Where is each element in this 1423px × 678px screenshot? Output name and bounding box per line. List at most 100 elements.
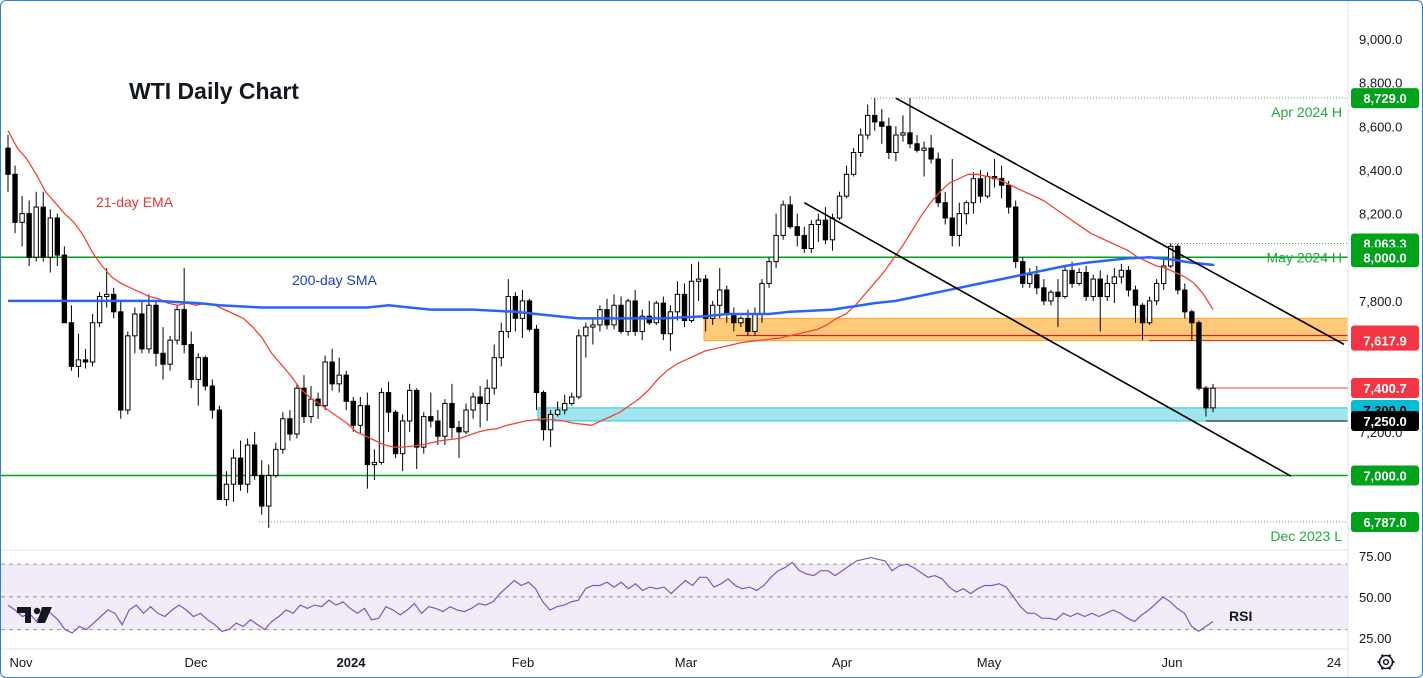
candle-body-up bbox=[491, 357, 497, 389]
rsi-tick-label: 25.00 bbox=[1359, 631, 1392, 646]
candle bbox=[160, 327, 166, 380]
candle-body-down bbox=[907, 132, 913, 145]
candle-body-up bbox=[103, 293, 110, 298]
candle-body-up bbox=[893, 134, 899, 153]
candle-body-down bbox=[188, 344, 194, 380]
candle bbox=[970, 172, 977, 214]
candle bbox=[1083, 265, 1089, 301]
price-badge-bg bbox=[1351, 330, 1419, 351]
candle-body-down bbox=[540, 392, 547, 431]
candle bbox=[843, 165, 850, 199]
candle bbox=[456, 420, 462, 459]
candle bbox=[96, 292, 103, 328]
candle-body-down bbox=[26, 213, 32, 258]
gear-icon[interactable] bbox=[1377, 654, 1395, 670]
candle-body-down bbox=[1034, 274, 1040, 289]
candle-body-up bbox=[230, 457, 237, 485]
candle-body-down bbox=[343, 374, 349, 402]
candle-body-up bbox=[857, 134, 864, 153]
candle bbox=[1210, 383, 1216, 413]
candle bbox=[526, 298, 533, 332]
candle-body-up bbox=[583, 326, 589, 337]
candle bbox=[1062, 265, 1068, 299]
candle bbox=[1111, 268, 1118, 304]
candle-body-down bbox=[216, 409, 223, 501]
candle-body-down bbox=[787, 204, 793, 228]
candle bbox=[414, 388, 420, 469]
candle-body-up bbox=[33, 206, 39, 258]
price-badges: 8,729.08,063.38,000.07,641.57,617.97,400… bbox=[1351, 88, 1419, 532]
candle bbox=[1104, 274, 1110, 301]
candle-body-down bbox=[1041, 287, 1047, 302]
candle-body-down bbox=[237, 457, 244, 485]
candle bbox=[5, 135, 11, 192]
candle-body-up bbox=[865, 114, 871, 136]
candle-body-up bbox=[174, 309, 180, 341]
tradingview-logo-icon bbox=[17, 607, 52, 623]
candle-body-up bbox=[815, 219, 822, 226]
candle bbox=[118, 300, 124, 419]
candle-body-up bbox=[759, 282, 765, 315]
price-badge-bg bbox=[1351, 88, 1419, 109]
candle bbox=[428, 392, 434, 428]
candle bbox=[89, 314, 96, 367]
candle bbox=[258, 460, 265, 515]
candle-body-down bbox=[5, 147, 11, 175]
candle-body-down bbox=[935, 158, 941, 204]
candle-body-up bbox=[836, 195, 843, 219]
candle-body-up bbox=[709, 304, 716, 319]
candle bbox=[857, 128, 864, 157]
level-annotation: May 2024 H bbox=[1267, 249, 1342, 265]
gear-tooth bbox=[1380, 667, 1384, 670]
candle-body-up bbox=[695, 278, 702, 282]
candle-body-up bbox=[89, 322, 96, 363]
candle bbox=[879, 108, 885, 144]
candle bbox=[787, 196, 793, 229]
candle bbox=[759, 279, 765, 323]
candle-body-up bbox=[569, 396, 575, 404]
candle-body-up bbox=[611, 304, 617, 326]
time-tick-label: Jun bbox=[1162, 655, 1183, 670]
rsi-tick-label: 50.00 bbox=[1359, 590, 1392, 605]
candle bbox=[773, 213, 779, 269]
candle bbox=[674, 281, 681, 321]
candle-body-up bbox=[963, 202, 970, 215]
candle bbox=[547, 410, 554, 448]
candle-body-up bbox=[505, 296, 512, 332]
candles-layer bbox=[5, 98, 1216, 528]
candle bbox=[181, 268, 187, 354]
candle-body-down bbox=[456, 426, 462, 433]
gear-tooth bbox=[1388, 654, 1392, 657]
candle-body-up bbox=[1168, 245, 1174, 267]
candle bbox=[167, 335, 173, 371]
candle-body-down bbox=[160, 352, 166, 365]
candle-body-down bbox=[82, 359, 89, 363]
price-tick-label: 8,400.0 bbox=[1359, 163, 1402, 178]
price-badge-label: 7,617.9 bbox=[1363, 334, 1406, 349]
candle-body-up bbox=[294, 387, 300, 435]
candle-body-up bbox=[484, 387, 490, 404]
candle bbox=[294, 383, 300, 439]
candle-body-down bbox=[364, 405, 371, 466]
candle bbox=[519, 289, 526, 339]
candle bbox=[604, 298, 610, 330]
candle bbox=[709, 300, 716, 325]
candle-body-down bbox=[1069, 269, 1075, 284]
candle bbox=[244, 438, 251, 493]
candle-body-up bbox=[639, 315, 645, 332]
candle-body-down bbox=[801, 234, 807, 250]
candle bbox=[822, 207, 829, 245]
candle bbox=[1076, 268, 1082, 286]
candle-body-down bbox=[153, 304, 159, 354]
price-badge: 6,787.0 bbox=[1351, 512, 1419, 532]
candle bbox=[385, 381, 392, 432]
candle bbox=[216, 405, 223, 501]
candle bbox=[1196, 320, 1202, 391]
candle bbox=[301, 375, 307, 424]
candle-body-down bbox=[477, 396, 483, 404]
candle bbox=[695, 261, 702, 301]
candle bbox=[928, 135, 934, 164]
candle bbox=[935, 152, 941, 208]
annotations: Apr 2024 H May 2024 H Dec 2023 L WTI Daily … bbox=[17, 78, 1342, 624]
